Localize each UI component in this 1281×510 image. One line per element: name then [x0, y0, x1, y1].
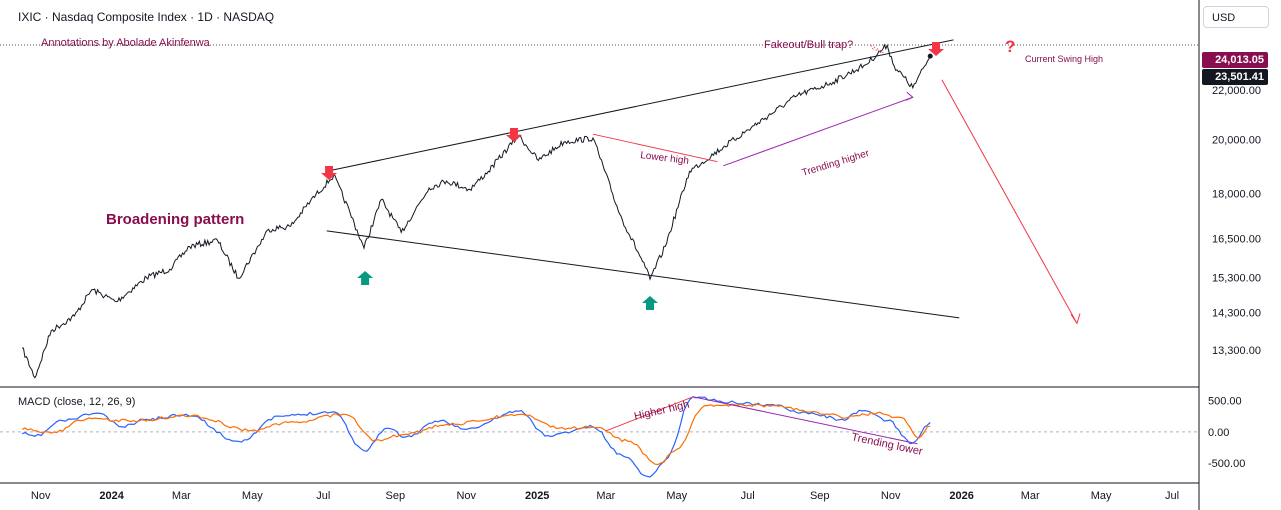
- price-line: [21, 43, 931, 379]
- question-mark-label: ?: [1005, 37, 1015, 56]
- trendlines: [326, 39, 960, 319]
- price-tick-label: 22,000.00: [1212, 85, 1261, 97]
- last-price-tag: 23,501.41: [1202, 69, 1268, 85]
- time-tick-label: Jul: [1165, 490, 1179, 502]
- time-tick-label: May: [242, 490, 263, 502]
- trending-lower-label: Trending lower: [850, 431, 924, 458]
- lower-trendline: [326, 230, 960, 319]
- upper-trendline: [326, 39, 954, 172]
- higher-high-line: [605, 396, 694, 432]
- time-tick-label: 2025: [525, 490, 549, 502]
- swing-high-label: Current Swing High: [1025, 54, 1103, 64]
- macd-series: [21, 396, 931, 478]
- macd-tick-label: 0.00: [1208, 427, 1229, 439]
- axes: 13,300.00 14,300.00 15,300.00 16,500.00 18,0…: [31, 85, 1261, 502]
- time-tick-label: Mar: [172, 490, 191, 502]
- trending-higher-label: Trending higher: [801, 148, 871, 179]
- fakeout-label: Fakeout/Bull trap?: [764, 39, 853, 51]
- projected-down-arrowhead: [1070, 313, 1081, 325]
- annotation-credit: Annotations by Abolade Akinfenwa: [41, 37, 210, 49]
- macd-title: MACD (close, 12, 26, 9): [18, 396, 136, 408]
- green-up-arrow: [357, 271, 374, 285]
- price-tick-label: 18,000.00: [1212, 189, 1261, 201]
- price-tick-label: 15,300.00: [1212, 273, 1261, 285]
- signal-line: [21, 403, 931, 466]
- time-tick-label: Mar: [596, 490, 615, 502]
- chart-title: IXIC · Nasdaq Composite Index · 1D · NAS…: [18, 10, 275, 24]
- price-tick-label: 20,000.00: [1212, 134, 1261, 146]
- macd-tick-label: 500.00: [1208, 396, 1242, 408]
- time-tick-label: Jul: [741, 490, 755, 502]
- fakeout-pointer: [869, 44, 884, 53]
- time-tick-label: 2024: [99, 490, 124, 502]
- lower-high-line: [592, 133, 718, 163]
- trending-higher-line: [723, 96, 913, 167]
- price-tick-label: 13,300.00: [1212, 345, 1261, 357]
- time-tick-label: Nov: [456, 490, 476, 502]
- lower-high-label: Lower high: [640, 150, 690, 167]
- time-tick-label: May: [666, 490, 687, 502]
- trending-lower-line: [692, 396, 918, 445]
- price-tick-label: 14,300.00: [1212, 307, 1261, 319]
- red-down-arrow: [321, 166, 338, 180]
- last-price-dot: [927, 53, 933, 59]
- broadening-pattern-label: Broadening pattern: [106, 211, 244, 228]
- time-tick-label: Nov: [881, 490, 901, 502]
- time-tick-label: Jul: [316, 490, 330, 502]
- green-up-arrow: [642, 296, 658, 310]
- grid: [0, 0, 1200, 510]
- annotation-marks: [321, 42, 1081, 445]
- red-down-arrow: [928, 42, 945, 56]
- time-tick-label: Nov: [31, 490, 51, 502]
- currency-button[interactable]: USD: [1203, 6, 1269, 28]
- swing-high-price-tag: 24,013.05: [1202, 52, 1268, 68]
- price-tick-label: 16,500.00: [1212, 234, 1261, 246]
- price-series: [21, 43, 933, 379]
- time-tick-label: Sep: [810, 490, 830, 502]
- trending-higher-arrowhead: [905, 91, 914, 101]
- projected-down-line: [941, 79, 1078, 324]
- red-down-arrow: [505, 128, 522, 142]
- time-tick-label: Mar: [1021, 490, 1040, 502]
- time-tick-label: Sep: [386, 490, 406, 502]
- time-tick-label: May: [1091, 490, 1112, 502]
- macd-tick-label: -500.00: [1208, 458, 1245, 470]
- macd-line: [21, 396, 931, 478]
- time-tick-label: 2026: [949, 490, 973, 502]
